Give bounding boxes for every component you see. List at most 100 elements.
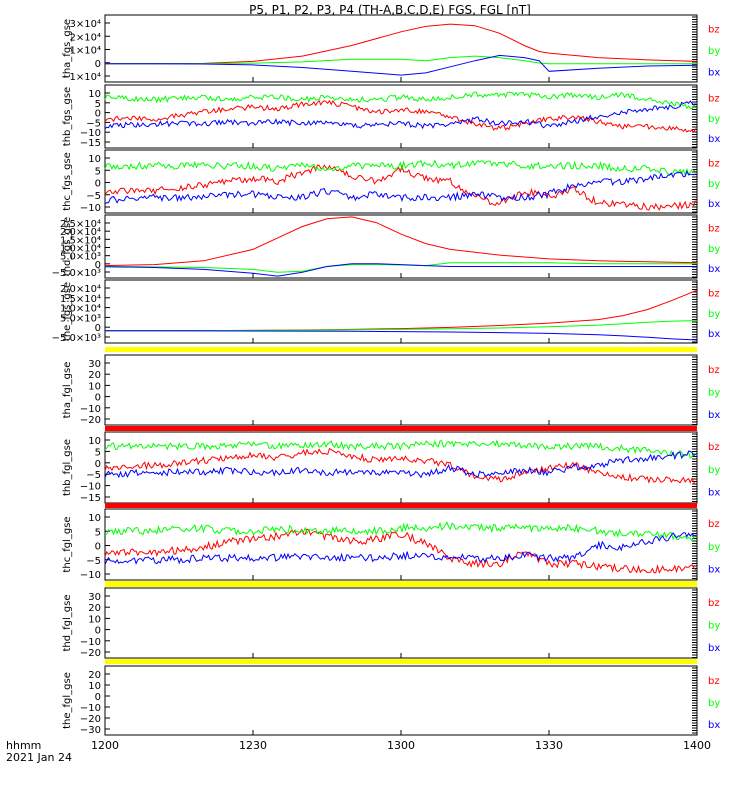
panel-frame (104, 14, 698, 83)
y-tick-label: −10 (80, 482, 101, 493)
y-tick-label: 0 (95, 692, 101, 703)
gap-bar (105, 659, 697, 664)
y-tick-label: 0 (95, 179, 101, 190)
y-tick-label: 0 (95, 459, 101, 470)
y-tick-label: 10 (88, 681, 101, 692)
x-tick-label: 1400 (683, 739, 711, 752)
legend-bx: bx (708, 720, 720, 731)
legend-bz: bz (708, 24, 720, 35)
time-axis-date: 2021 Jan 24 (6, 751, 72, 764)
y-axis-label: the_fgl_gse (62, 672, 73, 729)
y-axis-label: thd_fgs_gse (62, 217, 73, 276)
legend-by: by (708, 179, 720, 190)
y-tick-label: 0 (95, 59, 101, 70)
y-tick-label: −10 (80, 703, 101, 714)
series-line-bx (105, 54, 698, 76)
series-line-bz (104, 99, 696, 133)
panel-frame (104, 587, 698, 659)
legend-by: by (708, 46, 720, 57)
series-line-bx (104, 532, 696, 565)
y-tick-label: −5.0×10³ (52, 268, 101, 279)
y-tick-label: −5 (86, 191, 101, 202)
y-tick-label: 20 (88, 370, 101, 381)
y-tick-label: −5 (86, 470, 101, 481)
series-line-bx (105, 330, 698, 341)
legend-bx: bx (708, 565, 720, 576)
y-axis-label: thb_fgl_gse (62, 439, 73, 496)
series-line-bx (104, 450, 696, 479)
series-line-by (104, 262, 697, 273)
y-tick-label: 1×10⁴ (70, 46, 101, 57)
y-tick-label: 0 (95, 109, 101, 120)
legend-bx: bx (708, 264, 720, 275)
series-line-bz (104, 447, 696, 485)
legend-bz: bz (708, 676, 720, 687)
y-tick-label: 20 (88, 670, 101, 681)
legend-bz: bz (708, 598, 720, 609)
y-tick-label: −20 (80, 648, 101, 659)
legend-by: by (708, 698, 720, 709)
y-axis-label: thd_fgl_gse (62, 595, 73, 652)
y-tick-label: −10 (80, 637, 101, 648)
x-tick-label: 1200 (91, 739, 119, 752)
series-line-bx (104, 263, 697, 277)
nodata-bars (105, 347, 697, 664)
y-tick-label: 1.5×10⁴ (60, 235, 101, 246)
legend-bx: bx (708, 134, 720, 145)
legend-bx: bx (708, 488, 720, 499)
y-tick-label: 3×10⁴ (70, 19, 101, 30)
y-tick-label: 0 (95, 626, 101, 637)
legend-bx: bx (708, 67, 720, 78)
series-line-bz (104, 164, 696, 212)
legend-bz: bz (708, 365, 720, 376)
y-tick-label: 5.0×10³ (60, 313, 101, 324)
panel-frame (104, 354, 698, 426)
legend-bz: bz (708, 224, 720, 235)
y-tick-label: −1×10⁴ (61, 72, 101, 83)
plot-title: P5, P1, P2, P3, P4 (TH-A,B,C,D,E) FGS, F… (249, 3, 531, 17)
x-tick-label: 1300 (387, 739, 415, 752)
y-axis-label: the_fgs_gse (62, 282, 73, 341)
series-line-by (104, 439, 696, 459)
legend-by: by (708, 465, 720, 476)
series-line-by (104, 159, 696, 177)
y-tick-label: −30 (80, 725, 101, 736)
legend-bx: bx (708, 329, 720, 340)
y-tick-label: 10 (88, 381, 101, 392)
gap-bar (105, 581, 697, 587)
time-axis: 1200 1230 1300 1330 1400 (91, 77, 711, 752)
panel-thd_fgs_gse: 2.5×10⁴2.0×10⁴1.5×10⁴1.0×10⁴5.0×10³0−5.0… (52, 214, 720, 279)
time-axis-unit: hhmm (6, 739, 41, 752)
y-tick-label: −5 (86, 118, 101, 129)
y-tick-label: −10 (80, 570, 101, 581)
series-line-bz (104, 216, 698, 267)
legend-bx: bx (708, 199, 720, 210)
legend-bx: bx (708, 410, 720, 421)
y-tick-label: 1.0×10⁴ (60, 304, 101, 315)
panel-frame (104, 279, 698, 344)
y-tick-label: 0 (95, 260, 101, 271)
y-tick-label: 5.0×10³ (60, 252, 101, 263)
y-tick-label: −15 (80, 493, 101, 504)
y-tick-label: 30 (88, 592, 101, 603)
panel-frame (104, 665, 698, 736)
x-tick-label: 1230 (239, 739, 267, 752)
panel-frame (104, 508, 698, 581)
y-tick-label: 2.5×10⁴ (60, 219, 101, 230)
y-axis-label: tha_fgl_gse (62, 362, 73, 419)
gap-bar (105, 347, 697, 352)
legend-bz: bz (708, 442, 720, 453)
panel-frame (104, 431, 698, 504)
y-tick-label: −20 (80, 415, 101, 426)
series-line-bx (104, 100, 696, 130)
series-line-by (104, 521, 696, 543)
y-tick-label: 1.0×10⁴ (60, 244, 101, 255)
y-tick-label: −10 (80, 128, 101, 139)
y-axis-label: thc_fgl_gse (62, 516, 73, 572)
series-line-by (105, 55, 697, 65)
series-line-bx (104, 170, 696, 205)
y-tick-label: 20 (88, 603, 101, 614)
